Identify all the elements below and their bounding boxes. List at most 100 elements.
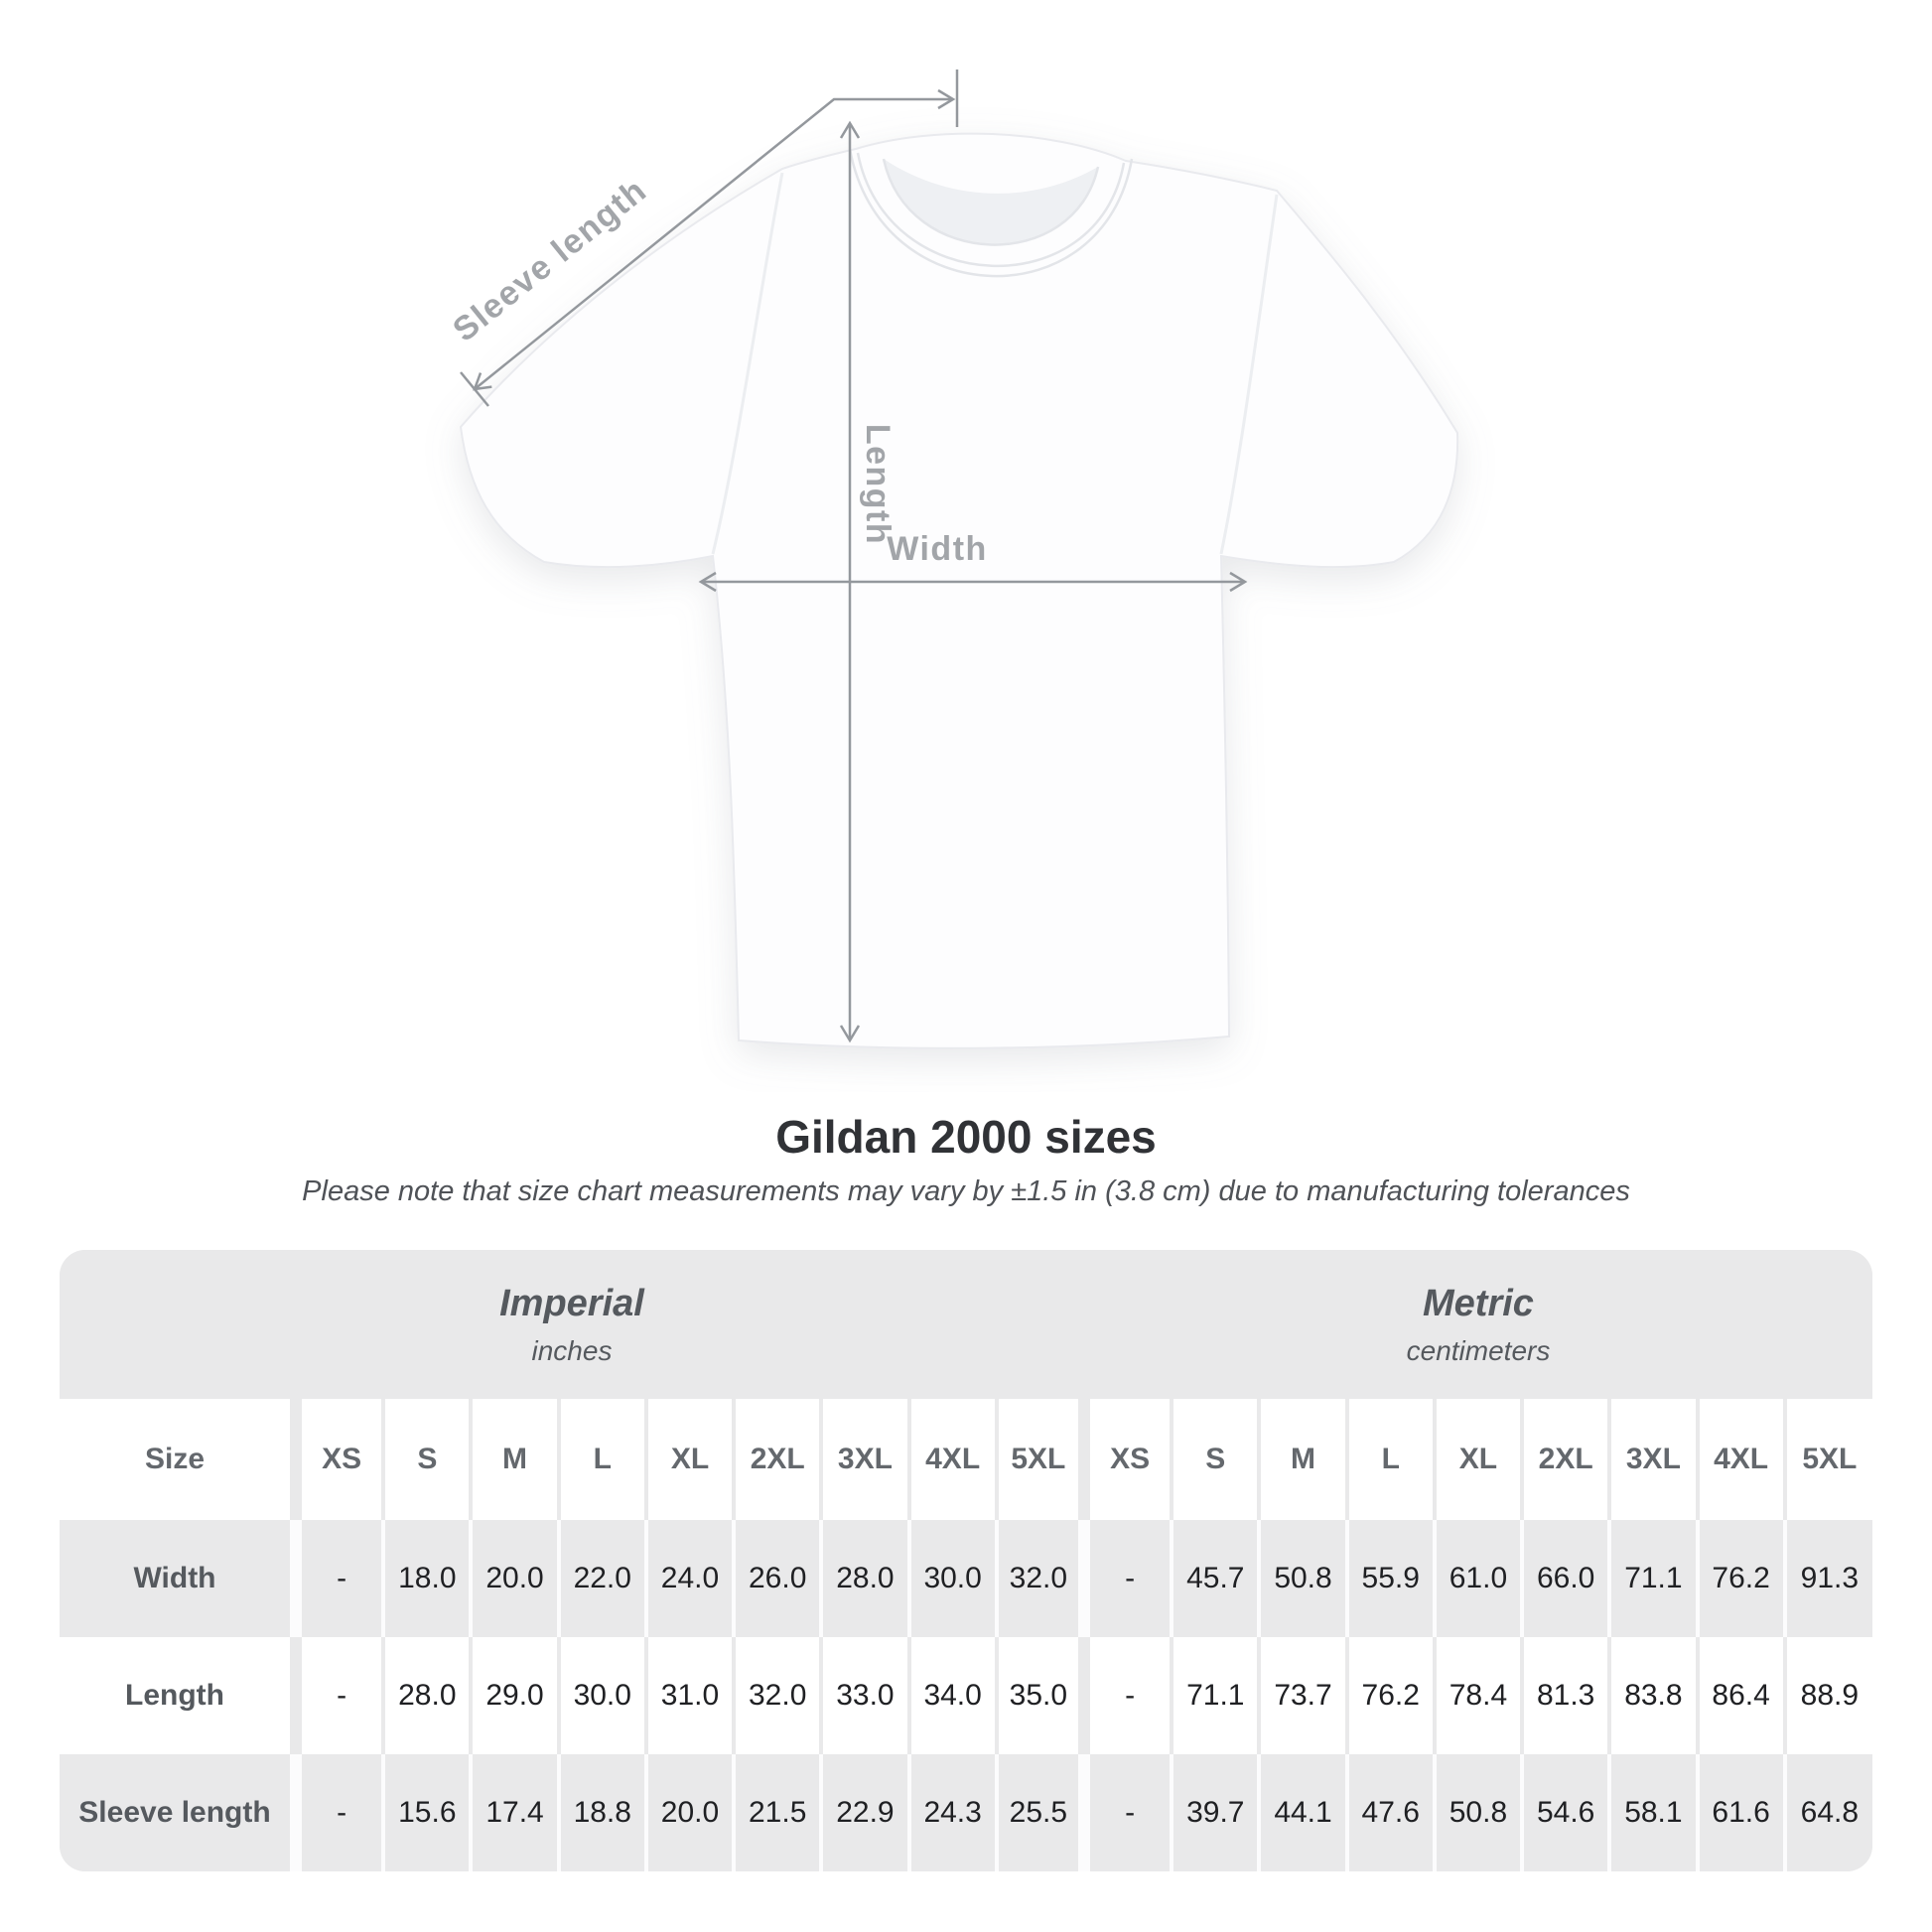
size-header-imperial-2xl: 2XL <box>732 1399 822 1520</box>
length-row: Length - 28.0 29.0 30.0 31.0 32.0 33.0 3… <box>60 1637 1872 1754</box>
size-header-metric-s: S <box>1170 1399 1260 1520</box>
sleeve-length-cell: - <box>289 1754 384 1871</box>
sleeve-length-row-label: Sleeve length <box>60 1754 296 1871</box>
length-cell: 35.0 <box>994 1637 1084 1754</box>
size-header-imperial-m: M <box>469 1399 559 1520</box>
length-cell: 33.0 <box>819 1637 909 1754</box>
sleeve-length-cell: 18.8 <box>556 1754 646 1871</box>
sleeve-length-cell: 58.1 <box>1607 1754 1698 1871</box>
width-cell: 71.1 <box>1607 1520 1698 1637</box>
width-cell: - <box>289 1520 384 1637</box>
length-row-label: Length <box>60 1637 296 1754</box>
sleeve-length-cell: 39.7 <box>1170 1754 1260 1871</box>
size-header-imperial-xs: XS <box>289 1399 384 1520</box>
sleeve-length-cell: 25.5 <box>994 1754 1084 1871</box>
metric-unit: centimeters <box>1406 1334 1551 1366</box>
size-header-row: Size XS S M L XL 2XL 3XL 4XL 5XL XS S M … <box>60 1399 1872 1520</box>
width-row-label: Width <box>60 1520 296 1637</box>
width-cell: 61.0 <box>1432 1520 1523 1637</box>
width-cell: 24.0 <box>643 1520 735 1637</box>
sleeve-length-cell: 61.6 <box>1695 1754 1785 1871</box>
size-table-card: Imperial inches Metric centimeters Size … <box>60 1250 1872 1871</box>
size-corner-header: Size <box>60 1399 296 1520</box>
sleeve-length-cell: 15.6 <box>381 1754 472 1871</box>
width-cell: 18.0 <box>381 1520 472 1637</box>
tshirt-illustration <box>459 132 1459 1049</box>
width-row: Width - 18.0 20.0 22.0 24.0 26.0 28.0 30… <box>60 1520 1872 1637</box>
tshirt-diagram-svg: Sleeve length Length Width <box>446 69 1459 1049</box>
page-title: Gildan 2000 sizes <box>775 1111 1157 1163</box>
size-header-imperial-4xl: 4XL <box>906 1399 997 1520</box>
length-cell: 31.0 <box>643 1637 735 1754</box>
size-header-metric-xl: XL <box>1432 1399 1523 1520</box>
size-header-metric-l: L <box>1344 1399 1435 1520</box>
length-cell: 71.1 <box>1170 1637 1260 1754</box>
sleeve-length-cell: 21.5 <box>732 1754 822 1871</box>
metric-group-header: Metric centimeters <box>1083 1250 1872 1399</box>
sleeve-length-cell: 64.8 <box>1782 1754 1872 1871</box>
width-cell: 28.0 <box>819 1520 909 1637</box>
length-cell: - <box>289 1637 384 1754</box>
width-cell: 30.0 <box>906 1520 997 1637</box>
width-label: Width <box>887 530 988 568</box>
width-cell: 45.7 <box>1170 1520 1260 1637</box>
sleeve-length-cell: 20.0 <box>643 1754 735 1871</box>
sleeve-length-arrow <box>473 88 956 391</box>
length-cell: 81.3 <box>1520 1637 1610 1754</box>
sleeve-length-cell: 17.4 <box>469 1754 559 1871</box>
length-label: Length <box>859 424 897 545</box>
length-cell: 34.0 <box>906 1637 997 1754</box>
length-cell: 30.0 <box>556 1637 646 1754</box>
sleeve-length-cell: 44.1 <box>1257 1754 1347 1871</box>
size-header-imperial-s: S <box>381 1399 472 1520</box>
width-cell: 55.9 <box>1344 1520 1435 1637</box>
sleeve-length-cell: 24.3 <box>906 1754 997 1871</box>
size-header-metric-5xl: 5XL <box>1782 1399 1872 1520</box>
metric-label: Metric <box>1423 1282 1534 1324</box>
size-header-metric-m: M <box>1257 1399 1347 1520</box>
width-cell: 76.2 <box>1695 1520 1785 1637</box>
width-cell: 32.0 <box>994 1520 1084 1637</box>
tolerance-note: Please note that size chart measurements… <box>302 1175 1630 1207</box>
unit-group-header-row: Imperial inches Metric centimeters <box>60 1250 1872 1399</box>
sleeve-length-cell: 50.8 <box>1432 1754 1523 1871</box>
imperial-group-header: Imperial inches <box>60 1250 1084 1399</box>
length-cell: 76.2 <box>1344 1637 1435 1754</box>
size-header-metric-2xl: 2XL <box>1520 1399 1610 1520</box>
tshirt-measurement-diagram: Sleeve length Length Width <box>446 69 1459 1049</box>
size-header-imperial-5xl: 5XL <box>994 1399 1084 1520</box>
size-header-metric-4xl: 4XL <box>1695 1399 1785 1520</box>
length-cell: 29.0 <box>469 1637 559 1754</box>
width-cell: 20.0 <box>469 1520 559 1637</box>
sleeve-length-row: Sleeve length - 15.6 17.4 18.8 20.0 21.5… <box>60 1754 1872 1871</box>
size-header-imperial-xl: XL <box>643 1399 735 1520</box>
width-cell: 91.3 <box>1782 1520 1872 1637</box>
length-cell: 88.9 <box>1782 1637 1872 1754</box>
width-cell: 50.8 <box>1257 1520 1347 1637</box>
size-table: Imperial inches Metric centimeters Size … <box>60 1250 1872 1871</box>
length-cell: 28.0 <box>381 1637 472 1754</box>
length-cell: 73.7 <box>1257 1637 1347 1754</box>
width-cell: 22.0 <box>556 1520 646 1637</box>
sleeve-length-cell: 47.6 <box>1344 1754 1435 1871</box>
length-cell: - <box>1077 1637 1173 1754</box>
size-header-metric-3xl: 3XL <box>1607 1399 1698 1520</box>
sleeve-end-tick <box>460 371 489 407</box>
sleeve-length-cell: - <box>1077 1754 1173 1871</box>
width-cell: 26.0 <box>732 1520 822 1637</box>
length-cell: 86.4 <box>1695 1637 1785 1754</box>
length-cell: 83.8 <box>1607 1637 1698 1754</box>
width-cell: - <box>1077 1520 1173 1637</box>
length-cell: 78.4 <box>1432 1637 1523 1754</box>
length-cell: 32.0 <box>732 1637 822 1754</box>
width-cell: 66.0 <box>1520 1520 1610 1637</box>
sleeve-length-cell: 54.6 <box>1520 1754 1610 1871</box>
size-header-imperial-l: L <box>556 1399 646 1520</box>
size-header-metric-xs: XS <box>1077 1399 1173 1520</box>
sleeve-length-cell: 22.9 <box>819 1754 909 1871</box>
size-header-imperial-3xl: 3XL <box>819 1399 909 1520</box>
right-armhole-seam <box>1219 194 1279 555</box>
imperial-unit: inches <box>531 1334 613 1366</box>
imperial-label: Imperial <box>499 1282 644 1324</box>
